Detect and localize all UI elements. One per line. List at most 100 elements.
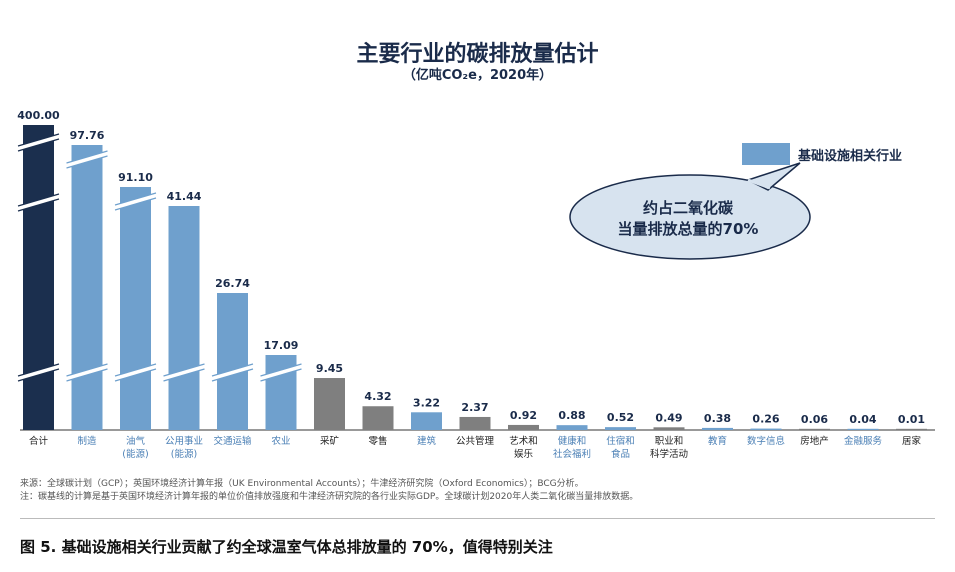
category-label-14: 教育 [708, 435, 727, 447]
value-label-3: 41.44 [167, 190, 202, 203]
value-label-2: 91.10 [118, 171, 153, 184]
value-label-9: 2.37 [461, 401, 488, 414]
axis-break-edge-1-0a [66, 363, 108, 377]
value-label-18: 0.01 [898, 413, 925, 426]
legend: 基础设施相关行业 [742, 143, 902, 165]
bar-17 [847, 428, 879, 430]
axis-break-edge-5-0a [260, 363, 302, 377]
value-label-15: 0.26 [752, 413, 779, 426]
category-label-5: 农业 [271, 435, 290, 447]
axis-break-0-0 [18, 364, 59, 381]
category-label-11-1: 社会福利 [553, 448, 591, 460]
axis-break-edge-4-0b [211, 368, 254, 382]
axis-break-edge-2-0a [114, 363, 157, 377]
bar-13 [653, 427, 685, 430]
value-label-1: 97.76 [70, 129, 105, 142]
bar-11 [556, 425, 588, 430]
axis-break-edge-0-2b [17, 138, 60, 152]
bar-chart: 400.00合计97.76制造91.10油气(能源)41.44公用事业(能源)2… [17, 109, 935, 460]
category-label-18: 居家 [902, 435, 922, 447]
value-label-11: 0.88 [558, 409, 585, 422]
axis-break-edge-3-0b [163, 368, 205, 382]
notes: 来源：全球碳计划（GCP）；英国环境经济计算年报（UK Environmenta… [20, 478, 638, 504]
axis-break-2-1 [115, 193, 156, 210]
axis-break-4-0 [212, 364, 253, 381]
category-label-9: 公共管理 [456, 435, 495, 447]
value-label-4: 26.74 [215, 277, 250, 290]
value-label-14: 0.38 [704, 412, 731, 425]
category-label-2-1: (能源) [122, 448, 148, 460]
category-label-0: 合计 [29, 435, 49, 447]
value-label-7: 4.32 [364, 390, 391, 403]
category-label-2-0: 油气 [126, 435, 146, 447]
bar-14 [702, 427, 733, 430]
axis-break-edge-1-0b [66, 368, 108, 382]
legend-label: 基础设施相关行业 [798, 148, 903, 164]
value-label-12: 0.52 [607, 411, 634, 424]
callout-text: 约占二氧化碳 当量排放总量的70% [600, 198, 776, 240]
axis-break-edge-0-0b [17, 368, 60, 382]
axis-break-edge-5-0b [260, 368, 302, 382]
bar-6 [314, 378, 345, 430]
axis-break-edge-0-1a [17, 193, 60, 207]
category-label-15: 数字信息 [747, 435, 785, 447]
value-label-13: 0.49 [655, 411, 682, 424]
category-label-6: 采矿 [320, 435, 340, 447]
category-label-16: 房地产 [800, 435, 829, 447]
value-label-8: 3.22 [413, 396, 440, 409]
axis-break-0-2 [18, 134, 59, 151]
category-label-8: 建筑 [417, 435, 437, 447]
value-label-16: 0.06 [801, 413, 828, 426]
axis-break-1-0 [66, 364, 108, 381]
category-label-3-0: 公用事业 [165, 435, 203, 447]
chart-subtitle: （亿吨CO₂e，2020年） [402, 68, 553, 83]
bar-4 [217, 293, 248, 430]
category-label-7: 零售 [368, 435, 387, 447]
category-label-17: 金融服务 [844, 435, 883, 447]
bar-18 [896, 428, 927, 430]
axis-break-edge-2-1a [114, 192, 157, 206]
method-note: 注：碳基线的计算是基于英国环境经济计算年报的单位价值排放强度和牛津经济研究院的各… [20, 492, 639, 502]
axis-break-3-0 [163, 364, 205, 381]
axis-break-1-1 [66, 151, 108, 168]
bar-3 [168, 206, 200, 430]
value-label-17: 0.04 [849, 413, 876, 426]
axis-break-edge-4-0a [211, 363, 254, 377]
category-label-1: 制造 [77, 435, 97, 447]
category-label-10-0: 艺术和 [509, 435, 538, 447]
callout-pointer-mask [747, 178, 771, 190]
axis-break-edge-1-1b [66, 155, 108, 169]
value-label-10: 0.92 [510, 409, 537, 422]
bar-8 [411, 412, 442, 430]
bar-7 [362, 406, 394, 430]
legend-swatch [742, 143, 790, 165]
category-label-4: 交通运输 [213, 435, 252, 447]
divider [20, 518, 935, 519]
callout-line-2: 当量排放总量的70% [617, 220, 759, 238]
callout-bubble [569, 174, 811, 260]
axis-break-edge-2-0b [114, 368, 157, 382]
bar-2 [120, 187, 151, 430]
category-label-12-1: 食品 [611, 448, 630, 460]
axis-break-5-0 [260, 364, 302, 381]
category-label-10-1: 娱乐 [514, 448, 534, 460]
axis-break-2-0 [115, 364, 156, 381]
axis-break-edge-0-0a [17, 363, 60, 377]
figure-caption: 图 5. 基础设施相关行业贡献了约全球温室气体总排放量的 70%，值得特别关注 [20, 538, 553, 556]
axis-break-edge-3-0a [163, 363, 205, 377]
chart-title: 主要行业的碳排放量估计 [356, 42, 599, 67]
category-label-13-0: 职业和 [655, 436, 684, 447]
bar-16 [799, 428, 830, 430]
category-label-11-0: 健康和 [558, 435, 587, 447]
axis-break-edge-2-1b [114, 197, 157, 211]
value-label-6: 9.45 [316, 362, 343, 375]
category-label-13-1: 科学活动 [650, 448, 688, 460]
value-label-5: 17.09 [264, 339, 299, 352]
callout-line-1: 约占二氧化碳 [642, 199, 733, 217]
bar-9 [459, 416, 491, 430]
bar-12 [605, 427, 636, 430]
axis-break-edge-1-1a [66, 150, 108, 164]
axis-break-edge-0-1b [17, 198, 60, 212]
value-label-0: 400.00 [17, 109, 60, 122]
axis-break-0-1 [18, 194, 59, 211]
